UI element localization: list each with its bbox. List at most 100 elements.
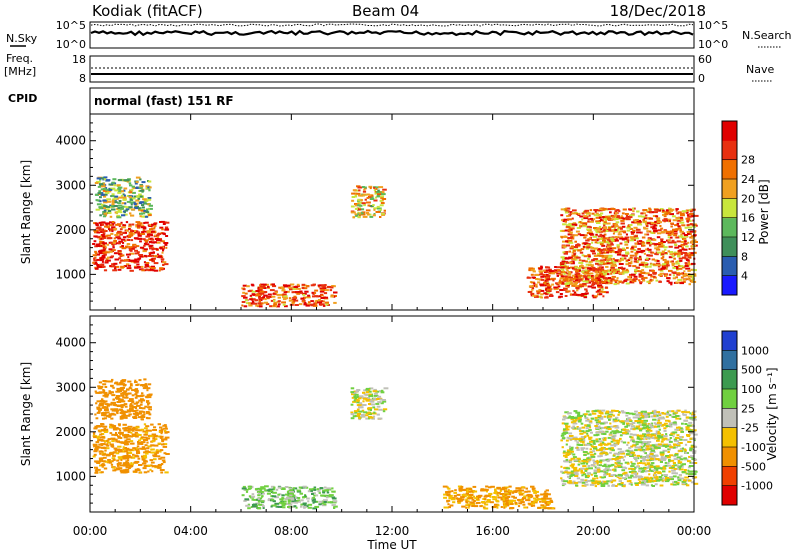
echo-cell — [94, 267, 99, 270]
echo-cell — [630, 260, 633, 263]
echo-cell — [447, 503, 450, 506]
echo-cell — [604, 281, 608, 284]
echo-cell — [659, 252, 665, 255]
echo-cell — [687, 215, 692, 218]
echo-cell — [95, 467, 99, 470]
echo-cell — [541, 500, 547, 503]
echo-cell — [103, 229, 106, 232]
echo-cell — [643, 217, 647, 220]
echo-cell — [558, 295, 563, 298]
echo-cell — [376, 413, 380, 416]
echo-cell — [143, 199, 149, 202]
echo-cell — [596, 241, 599, 244]
echo-cell — [107, 438, 110, 441]
echo-cell — [443, 496, 447, 499]
echo-cell — [605, 465, 611, 468]
echo-cell — [161, 428, 164, 431]
echo-cell — [102, 249, 106, 252]
echo-cell — [356, 192, 361, 195]
echo-cell — [689, 424, 694, 427]
echo-cell — [105, 406, 109, 409]
echo-cell — [358, 212, 362, 215]
echo-cell — [153, 223, 157, 226]
echo-cell — [613, 279, 619, 282]
echo-cell — [543, 507, 546, 510]
echo-cell — [644, 258, 650, 261]
echo-cell — [460, 485, 464, 488]
echo-cell — [625, 263, 629, 266]
echo-cell — [649, 244, 652, 247]
echo-cell — [672, 277, 676, 280]
echo-cell — [108, 183, 114, 186]
echo-cell — [569, 231, 573, 234]
echo-cell — [601, 437, 604, 440]
echo-cell — [586, 246, 591, 249]
echo-cell — [163, 452, 167, 455]
echo-cell — [138, 193, 142, 196]
echo-cell — [656, 236, 661, 239]
echo-cell — [620, 266, 623, 269]
echo-cell — [567, 273, 572, 276]
echo-cell — [653, 229, 658, 232]
echo-cell — [606, 460, 610, 463]
echo-cell — [573, 234, 579, 237]
echo-cell — [132, 416, 135, 419]
echo-cell — [93, 240, 97, 243]
echo-cell — [164, 425, 168, 428]
echo-cell — [619, 250, 622, 253]
echo-cell — [678, 245, 683, 248]
echo-cell — [147, 403, 150, 406]
echo-cell — [117, 435, 121, 438]
echo-cell — [331, 504, 336, 507]
echo-cell — [595, 216, 600, 219]
echo-cell — [140, 436, 144, 439]
echo-cell — [676, 456, 681, 459]
echo-cell — [661, 250, 665, 253]
echo-cell — [157, 464, 161, 466]
echo-cell — [612, 247, 617, 250]
echo-cell — [681, 422, 684, 425]
echo-cell — [557, 282, 562, 285]
echo-cell — [125, 245, 129, 248]
echo-cell — [281, 289, 286, 292]
echo-cell — [128, 248, 133, 251]
echo-cell — [619, 258, 624, 261]
echo-cell — [565, 267, 569, 270]
echo-cell — [557, 269, 560, 272]
echo-cell — [544, 296, 549, 299]
echo-cell — [140, 398, 144, 401]
echo-cell — [629, 208, 633, 211]
echo-cell — [678, 211, 682, 214]
echo-cell — [584, 417, 589, 420]
echo-cell — [120, 409, 124, 412]
echo-cell — [141, 181, 146, 184]
echo-cell — [360, 199, 363, 202]
echo-cell — [142, 430, 147, 433]
echo-cell — [130, 384, 133, 387]
echo-cell — [331, 490, 336, 493]
echo-cell — [317, 490, 321, 493]
echo-cell — [99, 400, 102, 403]
echo-cell — [620, 452, 626, 455]
echo-cell — [533, 497, 537, 500]
echo-cell — [646, 280, 650, 283]
echo-cell — [373, 392, 378, 395]
echo-cell — [590, 280, 594, 283]
colorbar-segment — [722, 140, 737, 161]
echo-cell — [618, 267, 622, 269]
echo-cell — [117, 191, 122, 194]
echo-cell — [452, 501, 456, 504]
echo-cell — [525, 487, 528, 490]
echo-cell — [608, 417, 612, 420]
echo-cell — [143, 261, 146, 264]
echo-cell — [119, 469, 124, 472]
echo-cell — [526, 490, 531, 493]
echo-cell — [663, 443, 668, 446]
echo-cell — [296, 283, 300, 286]
echo-cell — [542, 269, 546, 272]
echo-cell — [560, 208, 565, 211]
echo-cell — [578, 224, 582, 227]
echo-cell — [672, 219, 678, 222]
echo-cell — [577, 278, 583, 281]
echo-cell — [114, 427, 119, 430]
